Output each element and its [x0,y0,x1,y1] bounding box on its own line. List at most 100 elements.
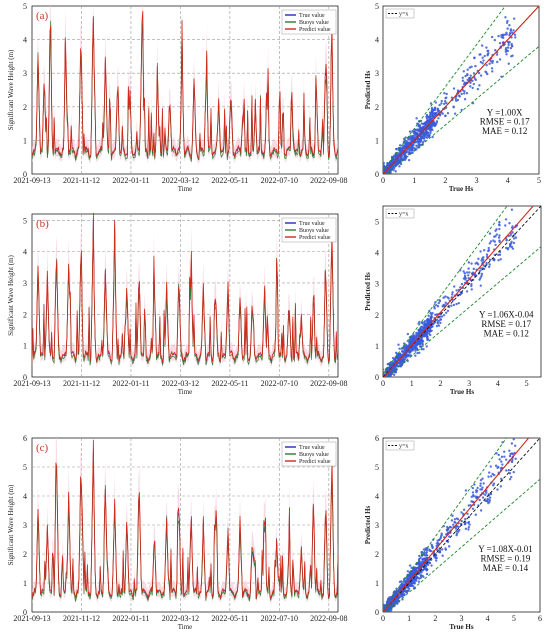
scatter-point [428,549,431,552]
scatter-point [506,247,510,250]
scatter-point [475,489,479,493]
scatter-point [510,475,513,479]
scatter-point [414,354,417,357]
scatter-point [421,342,424,345]
scatter-point [466,282,469,285]
scatter-point [436,322,439,325]
scatter-point [474,64,477,68]
y-tick-label: 6 [375,434,379,443]
x-tick-label: 0 [381,379,385,388]
scatter-point [488,258,492,262]
scatter-point [416,576,419,579]
scatter-point [510,232,513,235]
scatter-point [426,317,430,321]
y-tick-label: 2 [375,103,379,112]
legend-label: Predict value [299,27,331,33]
scatter-point [425,572,429,576]
scatter-point [393,358,396,361]
scatter-point [421,569,425,572]
scatter-point [470,500,473,503]
scatter-point [399,160,402,163]
y-tick-label: 4 [375,36,379,45]
scatter-point [392,361,395,364]
scatter-point [481,56,484,59]
scatter-point [509,29,512,32]
scatter-point [495,53,499,56]
scatter-point [391,165,395,169]
scatter-point [479,482,482,485]
scatter-point [460,519,463,523]
scatter-point [497,236,501,239]
scatter-point [390,597,393,600]
scatter-point [420,347,423,351]
scatter-point [488,496,492,499]
scatter-point [445,528,449,531]
x-axis-label: True Hs [449,623,473,631]
y-tick-label: 4 [375,492,379,501]
scatter-point [470,283,473,286]
scatter-point [418,124,421,128]
legend-label: True value [299,13,325,19]
y-tick-label: 1 [23,342,27,351]
timeseries-panel-2: 0 1 2 3 4 5 6 2021-09-13 2021-11-12 2022-01-11 202… [7,434,347,631]
scatter-point [403,593,406,597]
scatter-point [425,136,429,139]
scatter-point [462,92,466,95]
scatter-point [506,40,510,44]
scatter-point [427,135,431,139]
scatter-point [481,496,485,499]
legend-label: y=x [399,444,408,450]
y-tick-label: 6 [23,434,27,443]
scatter-point [498,253,502,256]
scatter-point [495,228,498,231]
scatter-point [408,130,412,133]
scatter-point [474,78,478,82]
scatter-point [421,561,424,565]
scatter-point [509,452,512,456]
scatter-points [383,438,540,612]
scatter-point [396,599,399,602]
scatter-point [510,245,514,249]
x-tick-label: 2022-03-12 [162,176,199,185]
scatter-point [487,249,491,252]
x-tick-label: 3 [467,379,471,388]
scatter-point [425,329,428,333]
scatter-point [412,333,415,336]
scatter-point [452,105,455,108]
scatter-point [458,95,461,98]
scatter-point [396,163,399,166]
scatter-point [443,100,447,103]
scatter-point [432,116,435,119]
scatter-point [415,333,418,336]
scatter-point [479,509,483,512]
scatter-point [429,117,433,120]
scatter-point [453,518,457,521]
x-tick-label: 2022-05-11 [211,176,248,185]
scatter-point [424,332,427,336]
scatter-point [440,99,443,103]
scatter-point [514,236,518,239]
scatter-point [407,142,411,145]
scatter-point [474,513,477,516]
fit-line [383,438,530,612]
scatter-point [443,91,446,95]
stat-label: Y =1.08X-0.01 [478,544,533,554]
x-tick-label: 5 [537,176,541,185]
scatter-point [505,239,508,242]
legend-label: Predict value [299,235,331,241]
scatter-point [386,161,389,165]
scatter-point [489,492,493,496]
scatter-point [407,158,411,162]
scatter-point [419,130,422,133]
x-tick-label: 3 [475,176,479,185]
x-tick-label: 6 [538,614,542,623]
scatter-point [497,223,501,226]
scatter-point [424,323,427,326]
scatter-point [496,488,499,491]
scatter-point [470,284,473,288]
timeseries-panel-0: 0 1 2 3 4 5 2021-09-13 2021-11-12 2022-01-11 2022… [7,2,347,193]
scatter-point [479,488,482,491]
scatter-point [418,141,421,144]
scatter-point [480,274,483,278]
scatter-point [429,102,433,105]
